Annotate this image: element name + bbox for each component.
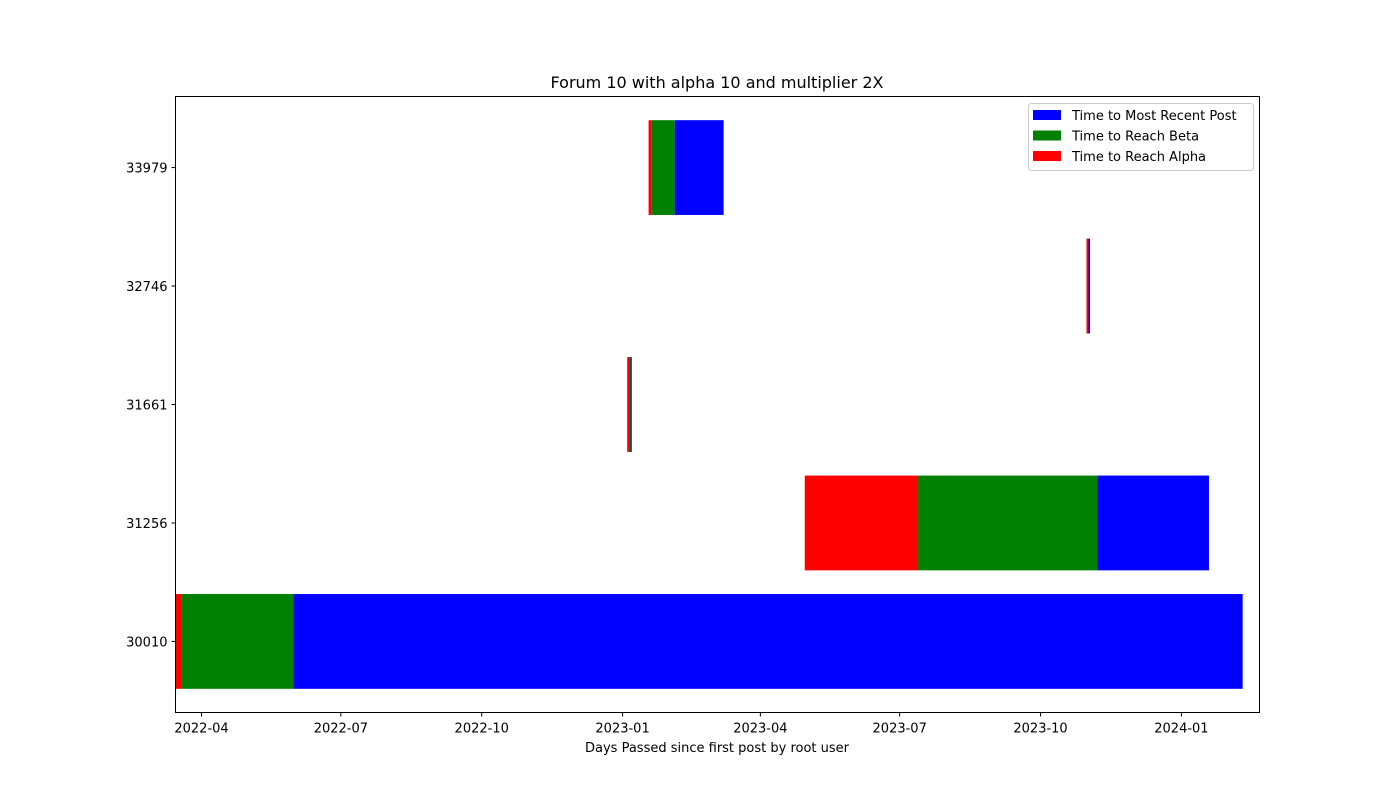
bar-time-to-most-recent-post-32746	[1088, 238, 1091, 334]
x-tick-label-2024-01: 2024-01	[1154, 722, 1208, 737]
bar-time-to-reach-alpha-31661	[627, 357, 630, 452]
bar-time-to-reach-alpha-31256	[804, 475, 919, 571]
legend-swatch-2	[1033, 151, 1061, 161]
bar-time-to-most-recent-post-30010	[293, 594, 1243, 689]
x-tick-label-2022-10: 2022-10	[455, 722, 509, 737]
bar-time-to-reach-alpha-32746	[1086, 238, 1089, 334]
legend-label-1: Time to Reach Beta	[1071, 130, 1199, 145]
bar-time-to-reach-beta-30010	[181, 594, 294, 689]
x-tick-label-2023-10: 2023-10	[1013, 722, 1067, 737]
bars-layer	[175, 120, 1243, 689]
bar-time-to-reach-alpha-33979	[648, 120, 652, 215]
legend-label-0: Time to Most Recent Post	[1071, 109, 1237, 124]
x-tick-label-2023-07: 2023-07	[873, 722, 927, 737]
y-tick-label-30010: 30010	[126, 635, 167, 650]
bar-time-to-reach-beta-31661	[628, 357, 631, 452]
legend-box	[1028, 103, 1254, 171]
legend-label-2: Time to Reach Alpha	[1071, 150, 1206, 165]
bar-time-to-most-recent-post-31256	[1097, 475, 1209, 571]
legend-swatch-0	[1033, 110, 1061, 120]
bar-time-to-reach-beta-33979	[651, 120, 675, 215]
y-axis: 30010 31256 31661 32746 33979	[126, 162, 176, 650]
bar-time-to-most-recent-post-33979	[674, 120, 724, 215]
y-tick-label-33979: 33979	[126, 162, 167, 177]
legend-swatch-1	[1033, 130, 1061, 141]
x-tick-label-2022-04: 2022-04	[174, 722, 228, 737]
x-tick-label-2023-01: 2023-01	[595, 722, 649, 737]
x-tick-label-2023-04: 2023-04	[733, 722, 787, 737]
y-tick-label-32746: 32746	[126, 280, 167, 295]
y-tick-label-31256: 31256	[126, 517, 167, 532]
chart-title: Forum 10 with alpha 10 and multiplier 2X	[551, 73, 884, 92]
bar-time-to-reach-beta-31256	[918, 475, 1098, 571]
y-tick-label-31661: 31661	[126, 399, 167, 414]
bar-time-to-reach-alpha-30010	[175, 594, 182, 689]
legend: Time to Most Recent Post Time to Reach Be…	[1028, 103, 1254, 171]
x-tick-label-2022-07: 2022-07	[314, 722, 368, 737]
x-axis-label: Days Passed since first post by root use…	[585, 741, 850, 756]
x-axis: 2022-04 2022-07 2022-10 2023-01 2023-04 2023-…	[174, 712, 1209, 737]
